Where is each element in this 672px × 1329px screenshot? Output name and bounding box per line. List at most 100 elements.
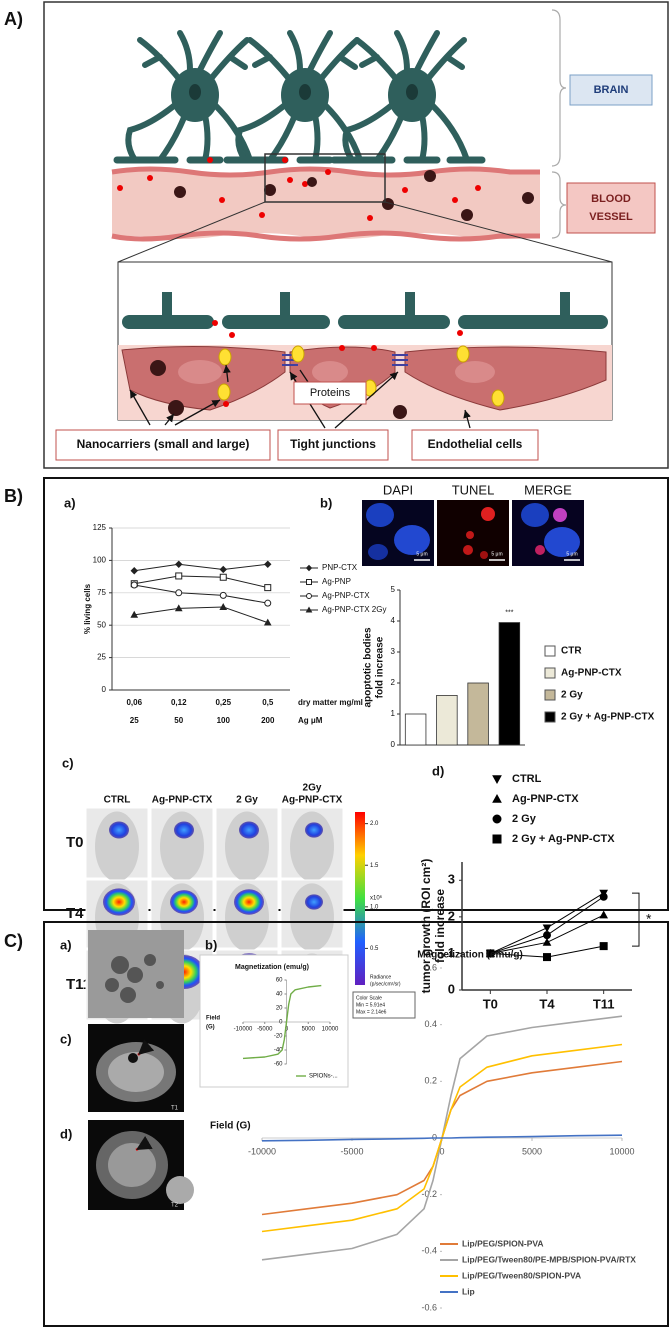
legend-label: 2 Gy	[561, 690, 583, 701]
marker	[175, 572, 183, 580]
column-header: Ag-PNP-CTX	[152, 795, 213, 806]
legend-swatch	[544, 711, 556, 723]
microscopy-labels: DAPI 5 μm TUNEL 5 μm MERGE 5 μm	[383, 482, 580, 561]
marker	[543, 931, 551, 940]
legend-label: 2 Gy + Ag-PNP-CTX	[512, 833, 615, 845]
y-tick-label: -0.6	[421, 1302, 437, 1312]
y-tick-label: 25	[97, 653, 106, 662]
signal	[234, 889, 264, 915]
marker	[542, 924, 552, 933]
legend-swatch	[544, 645, 556, 657]
marker	[486, 949, 495, 958]
y-tick-label: 0	[279, 1020, 283, 1026]
x-tick-label: 25	[130, 716, 139, 725]
y-tick-label: -0.4	[421, 1246, 437, 1256]
marker	[219, 565, 227, 574]
legend-marker	[306, 579, 312, 585]
y-tick-label: 1	[448, 945, 455, 960]
y-tick-label: 75	[97, 588, 106, 597]
legend-label: Lip/PEG/Tween80/PE-MPB/SPION-PVA/RTX	[462, 1254, 636, 1264]
column-header: Ag-PNP-CTX	[282, 795, 343, 806]
y-tick-label: 40	[276, 992, 283, 998]
scale-box-text: Max = 2.14e6	[356, 1009, 387, 1015]
legend-label: Ag-PNP-CTX	[322, 591, 370, 600]
marker	[219, 573, 227, 581]
marker	[543, 953, 551, 962]
legend-label: 2 Gy	[512, 813, 537, 825]
series-line	[134, 575, 268, 589]
marker	[264, 599, 272, 607]
y-tick-label: 0	[391, 740, 396, 749]
series-line	[134, 563, 268, 572]
panel-c-frame	[43, 921, 669, 1327]
x-tick-label: T11	[593, 996, 615, 1011]
signal	[109, 821, 129, 839]
x-tick-label: -5000	[257, 1027, 273, 1033]
signal	[174, 821, 194, 839]
bar	[436, 695, 458, 746]
brace	[551, 9, 567, 239]
callouts: Nanocarriers (small and large) Tight junc…	[55, 429, 539, 461]
sub-label: d)	[60, 1126, 72, 1141]
y-tick-label: 1	[391, 709, 396, 718]
y-tick-label: 0.6	[424, 962, 437, 972]
y-tick-label: 20	[276, 1006, 283, 1012]
legend-marker	[305, 606, 313, 613]
sub-label: a)	[60, 937, 72, 952]
legend-swatch	[544, 689, 556, 701]
x-tick-label: 0,06	[126, 698, 142, 707]
panel-label: A)	[4, 9, 23, 29]
x-tick-label: 0,5	[262, 698, 274, 707]
blood-vessel	[111, 157, 540, 242]
bracket	[632, 892, 640, 947]
y-tick-label: 100	[93, 556, 107, 565]
legend-label: CTRL	[512, 773, 542, 785]
legend-label: CTR	[561, 646, 582, 657]
vessel-label: VESSEL	[589, 211, 633, 223]
mri-label: T1	[171, 1106, 179, 1112]
vessel-label: BLOOD	[591, 193, 631, 205]
column-header: CTRL	[104, 795, 131, 806]
colorbar	[355, 812, 365, 985]
row-label: T11	[66, 976, 91, 993]
y-tick-label: 50	[97, 620, 106, 629]
sub-label: b)	[320, 495, 332, 510]
marker	[599, 910, 609, 919]
series-line	[134, 606, 268, 624]
y-tick-label: 0.4	[424, 1019, 437, 1029]
legend-marker	[492, 793, 502, 803]
marker	[599, 942, 608, 951]
callout-box	[55, 429, 271, 461]
x-tick-label: 100	[217, 716, 231, 725]
microscopy-images	[362, 500, 584, 566]
mouse	[290, 811, 334, 882]
series-line	[134, 584, 268, 604]
image-header: DAPI	[383, 482, 413, 497]
y-tick-label: 2	[448, 908, 455, 923]
callout-label: Tight junctions	[290, 437, 376, 451]
sub-label: c)	[60, 1031, 72, 1046]
legend-label: Lip	[462, 1286, 475, 1296]
scale-box-text: Color Scale	[356, 995, 382, 1001]
chart-title: Magnetization (emu/g)	[417, 950, 523, 961]
annotation: ***	[505, 609, 513, 616]
brain-label: BRAIN	[594, 84, 629, 96]
panel-label: B)	[4, 486, 23, 506]
legend-label: Ag-PNP-CTX	[512, 793, 579, 805]
legend-label: Lip/PEG/SPION-PVA	[462, 1238, 544, 1248]
marker	[599, 892, 608, 901]
marker	[542, 937, 552, 946]
y-tick-label: 60	[276, 978, 283, 984]
bar	[404, 713, 427, 746]
x-tick-label: 200	[261, 716, 275, 725]
legend-marker	[305, 564, 313, 572]
row-label: T4	[66, 905, 84, 922]
scale-box-text: Min = 5.91e4	[356, 1002, 385, 1008]
x-axis-title: Ag μM	[298, 716, 323, 725]
mri-label: T2	[171, 1203, 179, 1209]
y-tick-label: 5	[391, 585, 396, 594]
colorbar-tick-label: 0.5	[370, 946, 379, 952]
y-tick-label: 4	[391, 616, 396, 625]
